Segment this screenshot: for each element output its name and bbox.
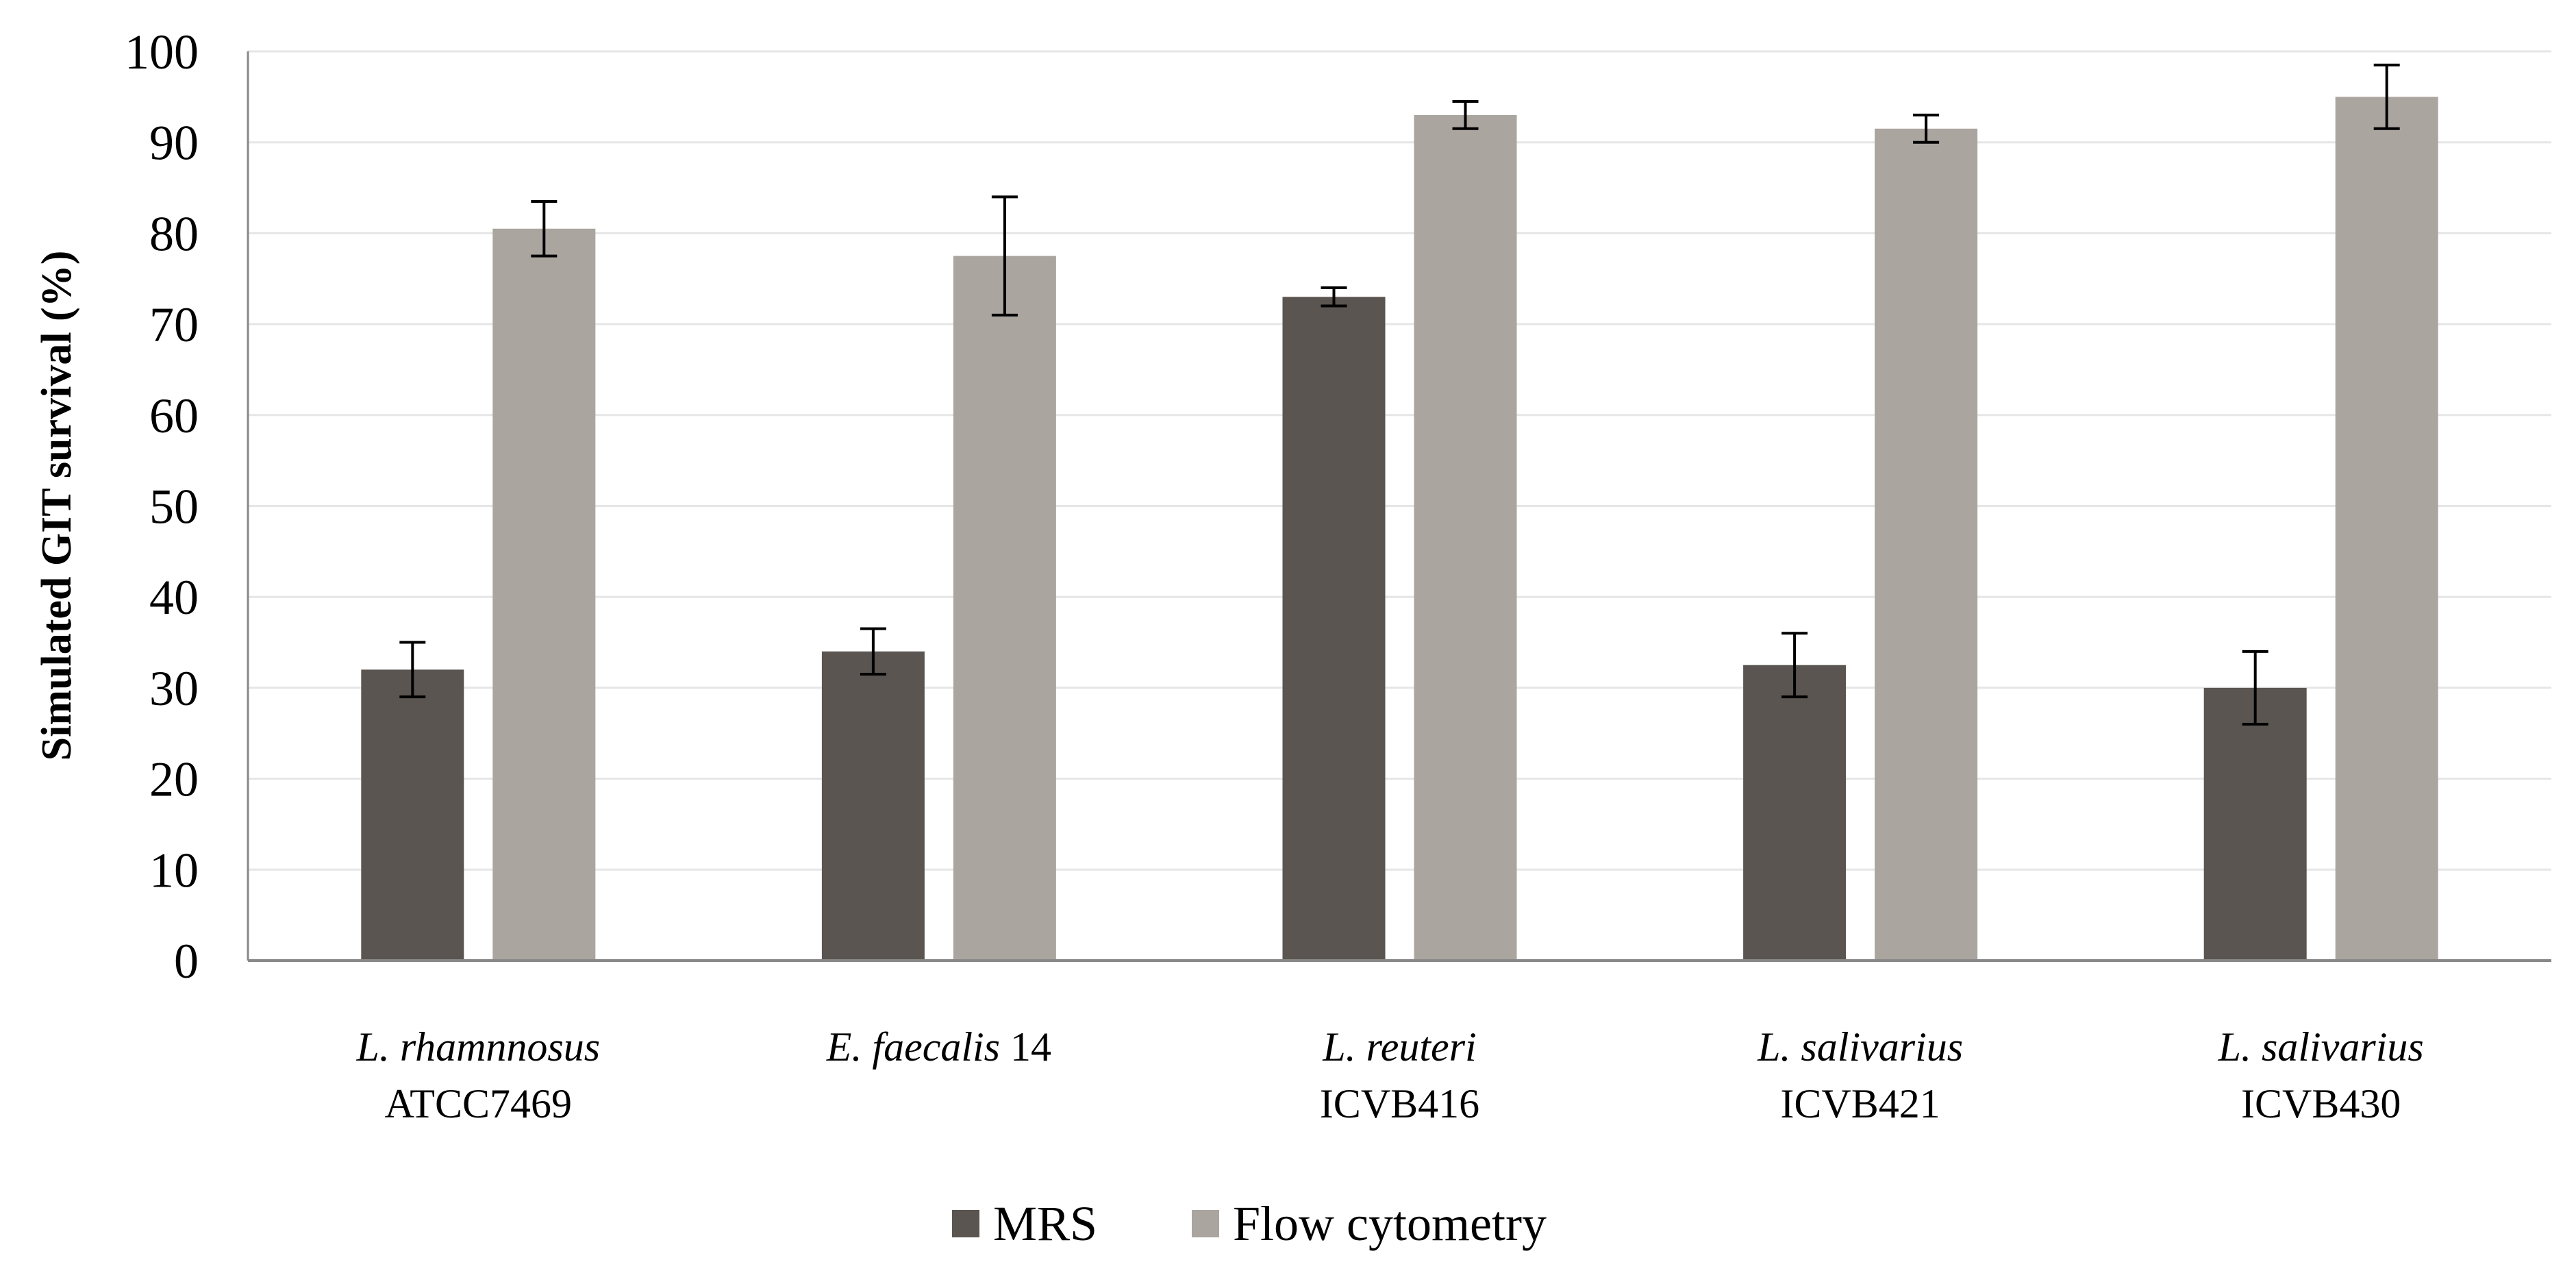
y-tick-label: 90 [149,116,199,171]
category-labels: L. rhamnnosus ATCC7469 E. faecalis 14 L. re… [355,1024,2423,1126]
error-bar [1452,99,1479,130]
y-tick-label: 30 [149,661,199,716]
svg-text:E. faecalis 14: E. faecalis 14 [826,1024,1051,1069]
y-tick-label: 10 [149,843,199,898]
category-label: L. salivarius ICVB421 [1757,1024,1963,1126]
legend-swatch [952,1210,979,1237]
y-tick-label: 100 [125,25,199,79]
y-axis-label: Simulated GIT survival (%) [34,251,80,761]
bar-mrs-4 [2203,687,2307,961]
legend-label: MRS [993,1196,1097,1251]
legend-item-flow-cytometry: Flow cytometry [1192,1196,1547,1251]
bars [361,97,2438,961]
y-tick-label: 70 [149,297,199,352]
bar-flow-cytometry-0 [492,228,596,961]
y-tick-label: 20 [149,752,199,807]
legend: MRS Flow cytometry [952,1196,1547,1251]
legend-swatch [1192,1210,1219,1237]
category-species: L. salivarius [1757,1024,1963,1069]
bar-flow-cytometry-4 [2335,97,2438,961]
error-bar [1781,632,1808,699]
category-strain: ICVB421 [1780,1081,1940,1126]
category-gap [1000,1024,1010,1069]
error-bar [860,627,886,676]
category-species: L. salivarius [2218,1024,2424,1069]
error-bar [2242,650,2268,726]
bar-mrs-2 [1282,297,1386,961]
legend-label: Flow cytometry [1233,1196,1547,1251]
category-label: E. faecalis 14 [826,1024,1051,1069]
error-bar [1321,286,1347,308]
y-tick-label: 0 [174,934,199,989]
error-bar [531,199,558,258]
category-strain: ICVB430 [2241,1081,2401,1126]
category-strain: 14 [1010,1024,1051,1069]
y-tick-label: 50 [149,480,199,534]
error-bar [399,641,426,699]
legend-item-mrs: MRS [952,1196,1097,1251]
y-tick-label: 40 [149,570,199,625]
error-bar [2373,63,2400,130]
bar-mrs-1 [821,651,925,961]
error-bar [991,195,1018,317]
y-tick-label: 60 [149,388,199,443]
bar-mrs-3 [1743,665,1847,961]
category-species: E. faecalis [826,1024,1000,1069]
bar-flow-cytometry-2 [1414,114,1517,961]
category-label: L. rhamnnosus ATCC7469 [355,1024,600,1126]
category-label: L. salivarius ICVB430 [2218,1024,2424,1126]
gridlines [248,50,2551,871]
category-species: L. rhamnnosus [355,1024,600,1069]
y-tick-label: 80 [149,206,199,261]
category-label: L. reuteri ICVB416 [1320,1024,1479,1126]
bar-flow-cytometry-1 [953,256,1056,961]
bar-flow-cytometry-3 [1875,128,1978,961]
error-bars [399,63,2400,726]
category-strain: ATCC7469 [385,1081,572,1126]
bar-mrs-0 [361,669,464,961]
y-tick-labels: 0 10 20 30 40 50 60 70 80 90 100 [125,25,199,989]
category-species: L. reuteri [1322,1024,1476,1069]
error-bar [1913,113,1940,144]
category-strain: ICVB416 [1320,1081,1479,1126]
